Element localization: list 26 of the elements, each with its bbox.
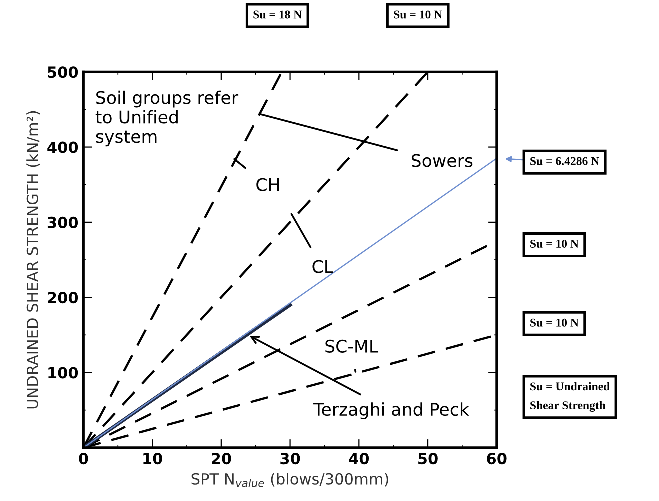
annotation: SC-ML [326,340,379,353]
y-tick-label: 400 [48,142,78,154]
text: Su = 10 N [394,10,442,19]
x-tick-label: 30 [280,453,300,465]
annotation: Sowers [412,154,473,168]
annotation: Terzaghi and Peck [314,402,470,420]
y-tick-label: 500 [48,66,78,78]
text: Su = 18 N [254,10,302,19]
annotation: CH [256,178,280,192]
x-tick-label: 0 [79,453,88,465]
y-tick-label: 200 [48,292,78,304]
x-tick-label: 60 [487,453,507,465]
annotation: Soil groups refer to Unified system [96,90,239,147]
text: Su = 10 N [530,240,579,248]
x-tick-label: 20 [212,453,232,465]
x-axis-title: SPT N$_{value}$ (blows/300mm) [192,473,388,488]
x-tick-label: 50 [418,453,438,465]
x-tick-label: 40 [349,453,370,465]
y-axis-title: UNDRAINED SHEAR STRENGTH (kN/m²) [26,111,40,409]
x-tick-label: 10 [144,453,162,465]
annotation: Su = 6.4286 N [530,157,600,166]
annotation: CL [312,260,334,274]
y-tick-label: 100 [48,367,78,379]
text: Su = Undrained Shear Strength [530,382,610,412]
text: Su = 10 N [530,318,579,327]
y-tick-label: 300 [48,216,78,228]
